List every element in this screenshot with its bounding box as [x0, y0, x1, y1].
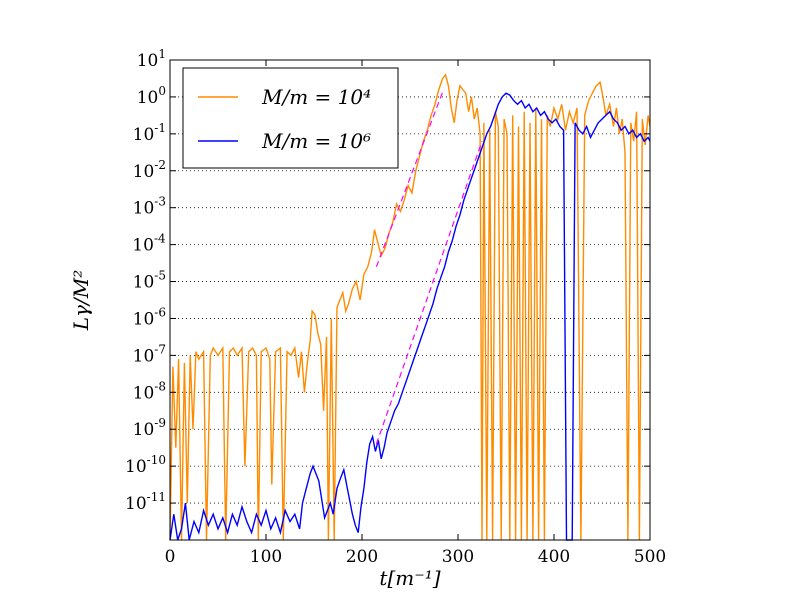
legend: M/m = 10⁴ M/m = 10⁶: [182, 67, 399, 169]
y-tick-label: 10-8: [133, 379, 166, 403]
x-tick-label: 0: [165, 547, 176, 567]
y-tick-label: 10-10: [125, 453, 166, 477]
y-tick-label: 10-7: [133, 342, 166, 366]
x-tick-label: 200: [346, 547, 378, 567]
legend-label-1: M/m = 10⁴: [261, 85, 371, 109]
fit-blue: [375, 141, 483, 445]
x-tick-label: 400: [538, 547, 570, 567]
fit-lines: [375, 89, 483, 445]
x-tick-label: 500: [634, 547, 666, 567]
fit-orange: [375, 89, 445, 268]
y-tick-label: 10-11: [125, 490, 166, 514]
y-axis-label: Lγ/M²: [69, 270, 93, 331]
x-tick-label: 100: [250, 547, 282, 567]
y-tick-label: 10-9: [133, 416, 166, 440]
plot-frame: [169, 59, 651, 541]
y-axis: 101 100 10-1 10-2 10-3 10-4 10-5 10-6 10-7 10-8 10…: [125, 47, 650, 514]
y-tick-label: 10-4: [132, 232, 166, 256]
y-tick-label: 10-6: [133, 305, 166, 329]
x-tick-label: 300: [442, 547, 474, 567]
x-axis-label: t[m⁻¹]: [379, 566, 440, 590]
legend-box: [182, 67, 399, 169]
x-axis: 0 100 200 300 400 500: [165, 60, 666, 567]
y-tick-label: 10-3: [133, 195, 166, 219]
y-tick-label: 10-5: [133, 269, 166, 293]
y-tick-label: 101: [137, 47, 166, 71]
legend-label-2: M/m = 10⁶: [261, 129, 371, 153]
y-tick-label: 10-1: [133, 121, 166, 145]
y-tick-label: 10-2: [133, 158, 166, 182]
y-tick-label: 100: [137, 84, 166, 108]
series-line-1: [169, 73, 651, 541]
